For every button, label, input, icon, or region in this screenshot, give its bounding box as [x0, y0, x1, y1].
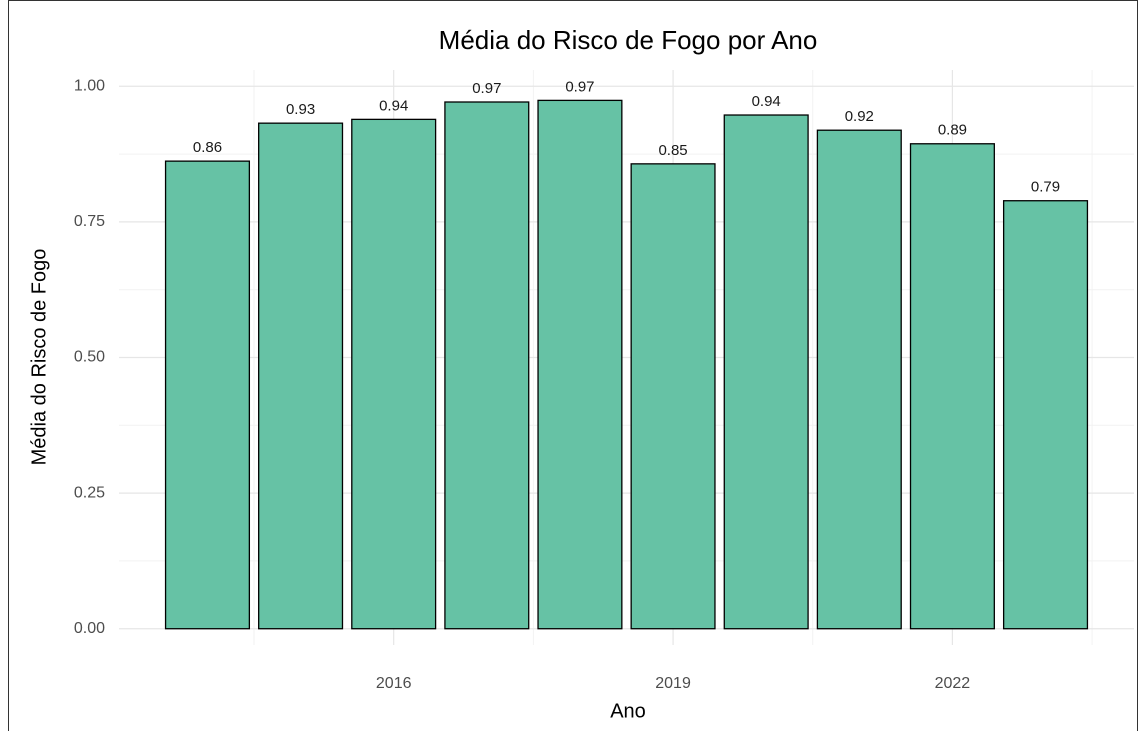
x-tick-label: 2016	[376, 675, 412, 692]
data-label: 0.92	[845, 108, 874, 125]
x-tick-label: 2022	[935, 675, 971, 692]
data-label: 0.97	[565, 78, 594, 95]
data-label: 0.94	[379, 97, 408, 114]
bars	[164, 99, 1089, 630]
y-tick-label: 1.00	[74, 77, 105, 94]
data-label: 0.89	[938, 122, 967, 139]
bar	[723, 114, 809, 630]
y-tick-label: 0.75	[74, 213, 105, 230]
bar	[909, 143, 995, 630]
bar	[351, 118, 437, 630]
bar	[537, 99, 623, 630]
bar	[164, 160, 251, 630]
data-label: 0.97	[472, 80, 501, 97]
y-tick-label: 0.25	[74, 484, 105, 501]
bar	[630, 163, 716, 630]
bar	[1002, 200, 1089, 630]
y-tick-label: 0.00	[74, 620, 105, 637]
bar	[258, 122, 344, 630]
x-tick-label: 2019	[655, 675, 691, 692]
bar	[444, 101, 530, 630]
y-axis-title: Média do Risco de Fogo	[28, 249, 50, 466]
data-label: 0.85	[658, 142, 687, 159]
chart-title: Média do Risco de Fogo por Ano	[439, 25, 818, 55]
y-tick-label: 0.50	[74, 349, 105, 366]
x-axis-title: Ano	[610, 700, 646, 722]
bar	[816, 129, 902, 630]
data-label: 0.79	[1031, 179, 1060, 196]
data-label: 0.86	[193, 139, 222, 156]
data-label: 0.94	[752, 93, 781, 110]
data-label: 0.93	[286, 101, 315, 118]
